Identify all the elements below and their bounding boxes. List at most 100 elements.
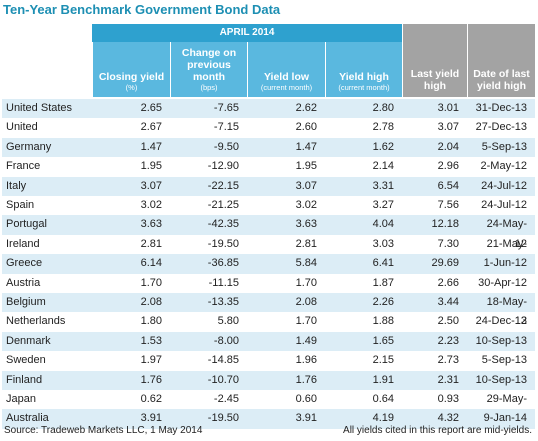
country: Spain (6, 199, 35, 211)
country: Greece (6, 257, 43, 270)
cell: 4.19 (372, 412, 394, 425)
cell: 12.18 (431, 218, 459, 231)
country: Finland (6, 373, 43, 386)
country: Japan (6, 393, 36, 405)
country: Netherlands (6, 315, 66, 328)
table-row: Ireland 2.81 -19.50 2.81 3.03 7.30 21-May-12 (2, 235, 535, 269)
source: Source: Tradeweb Markets LLC, 1 May 2014 (4, 425, 203, 436)
column-label: Change on previous month (181, 47, 237, 83)
cell: -21.25 (207, 199, 239, 211)
cell: 3.63 (140, 218, 162, 231)
cell: 3.27 (372, 199, 394, 211)
country: Australia (6, 412, 49, 425)
cell: 2.15 (372, 354, 394, 367)
cell: 2.31 (437, 373, 459, 386)
cell: 1.70 (140, 276, 162, 289)
cell: 2.23 (437, 334, 459, 347)
cell: 1.70 (295, 276, 317, 289)
table-row: Australia 3.91 -19.50 3.91 4.19 4.32 9-Jan-14 (2, 409, 535, 429)
column-label: Yield low (263, 71, 310, 83)
column-unit: (current month) (338, 83, 390, 92)
cell: -22.15 (207, 179, 239, 192)
column-unit: (current month) (260, 83, 313, 92)
cell: 1.88 (372, 315, 394, 328)
country: Ireland (6, 237, 40, 250)
cell: 0.64 (372, 393, 394, 405)
table-row: Austria 1.70 -11.15 1.70 1.87 2.66 30-Apr-12 (2, 274, 535, 293)
column-unit: (bps) (200, 83, 218, 92)
cell: 2.14 (372, 160, 394, 173)
cell: 3.01 (437, 102, 459, 114)
cell: 2.96 (437, 160, 459, 173)
column-header: Yield low (current month) (247, 42, 325, 97)
cell: 21-May-12 (486, 237, 527, 269)
cell: 7.56 (437, 199, 459, 211)
cell: 3.03 (372, 237, 394, 250)
cell: 5-Sep-13 (481, 354, 527, 367)
cell: 2.08 (295, 296, 317, 308)
cell: 1.76 (140, 373, 162, 386)
country: United Kingdom (6, 121, 49, 152)
cell: -9.50 (213, 140, 239, 153)
cell: 29-May-13 (486, 393, 527, 424)
cell: 3.07 (140, 179, 162, 192)
cell: 31-Dec-13 (475, 102, 527, 114)
cell: 1.47 (295, 140, 317, 153)
cell: 2.67 (140, 121, 162, 134)
cell: 2.66 (437, 276, 459, 289)
column-label: Yield high (339, 71, 389, 83)
table-row: Netherlands 1.80 5.80 1.70 1.88 2.50 24-Dec-13 (2, 312, 535, 331)
cell: 1.91 (372, 373, 394, 386)
cell: 1.95 (295, 160, 317, 173)
cell: 2.26 (372, 296, 394, 308)
country: Italy (6, 179, 27, 192)
cell: 3.91 (140, 412, 162, 425)
cell: 10-Sep-13 (475, 373, 527, 386)
cell: 6.54 (437, 179, 459, 192)
cell: 1-Jun-12 (483, 257, 527, 270)
table-row: Sweden 1.97 -14.85 1.96 2.15 2.73 5-Sep-13 (2, 351, 535, 370)
cell: -8.00 (213, 334, 239, 347)
cell: 30-Apr-12 (478, 276, 527, 289)
cell: 3.44 (437, 296, 459, 308)
cell: -10.70 (207, 373, 239, 386)
cell: 1.70 (295, 315, 317, 328)
cell: -7.15 (213, 121, 239, 134)
cell: 2.73 (437, 354, 459, 367)
cell: 24-Jul-12 (481, 179, 527, 192)
column-label: Date of last yield high (473, 68, 530, 92)
cell: -14.85 (207, 354, 239, 367)
country: United States (6, 102, 73, 114)
table-row: United States 2.65 -7.65 2.62 2.80 3.01 31-Dec… (2, 99, 535, 119)
cell: 3.31 (372, 179, 394, 192)
cell: 1.76 (295, 373, 317, 386)
cell: 3.02 (140, 199, 162, 211)
cell: 2.08 (140, 296, 162, 308)
cell: 2.81 (295, 237, 317, 250)
cell: 1.95 (140, 160, 162, 173)
cell: 4.04 (372, 218, 394, 231)
cell: 3.63 (295, 218, 317, 231)
cell: 1.87 (372, 276, 394, 289)
cell: -13.35 (207, 296, 239, 308)
cell: 29.69 (431, 257, 459, 270)
cell: -19.50 (207, 412, 239, 425)
cell: 6.14 (140, 257, 162, 270)
cell: -42.35 (207, 218, 239, 231)
cell: 24-May-12 (486, 218, 527, 250)
cell: 24-Dec-13 (475, 315, 527, 328)
cell: 27-Dec-13 (475, 121, 527, 134)
cell: 3.02 (295, 199, 317, 211)
cell: 0.60 (295, 393, 317, 405)
cell: 2.78 (372, 121, 394, 134)
cell: 2.80 (372, 102, 394, 114)
cell: 5.80 (217, 315, 239, 328)
column-header: Date of last yield high (467, 24, 535, 97)
table-row: Italy 3.07 -22.15 3.07 3.31 6.54 24-Jul-12 (2, 176, 535, 196)
table-row: Japan 0.62 -2.45 0.60 0.64 0.93 29-May-13 (2, 390, 535, 424)
cell: 1.97 (140, 354, 162, 367)
cell: 1.49 (295, 334, 317, 347)
cell: 1.80 (140, 315, 162, 328)
cell: 3.07 (295, 179, 317, 192)
